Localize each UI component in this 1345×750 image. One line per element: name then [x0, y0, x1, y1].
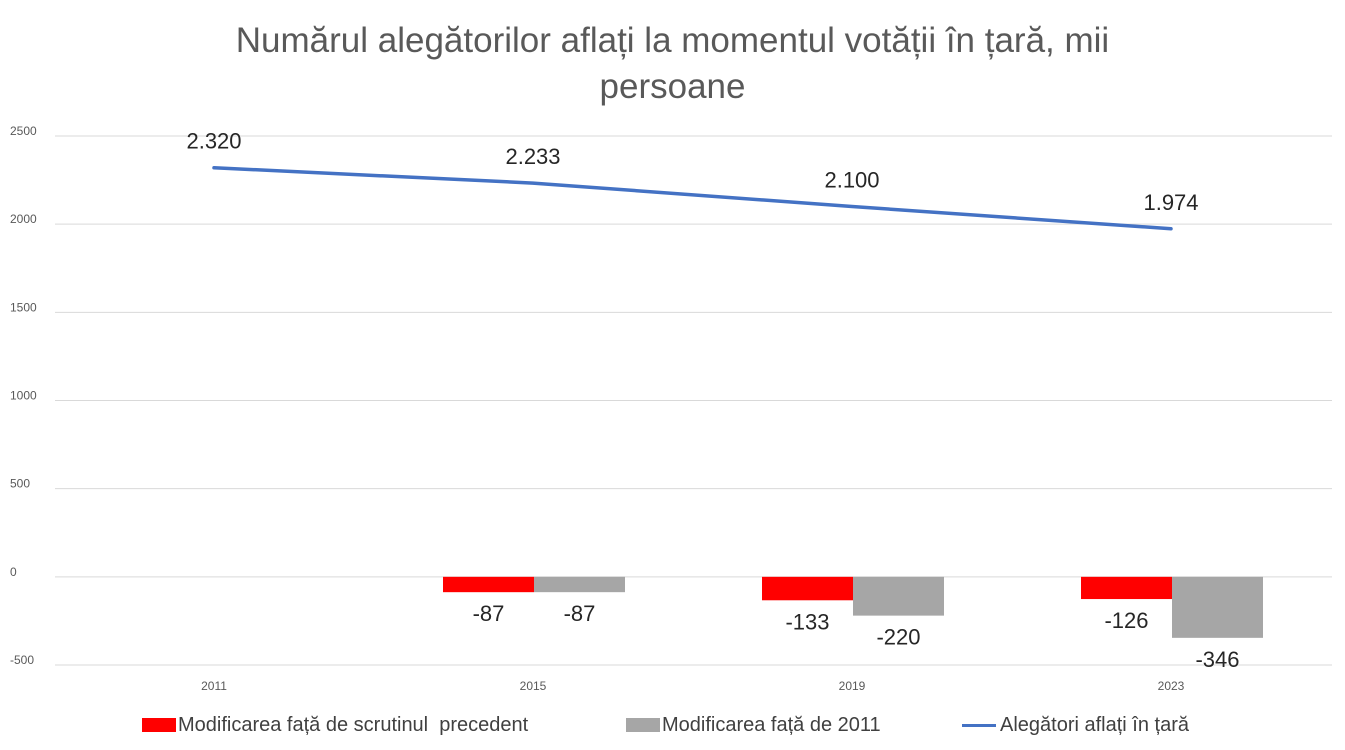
data-label: 2.233 — [505, 144, 560, 169]
legend-item-change-2011: Modificarea față de 2011 — [626, 710, 881, 740]
y-tick-label: 500 — [10, 477, 30, 491]
x-axis-tick-labels: 2011 2015 2019 2023 — [201, 679, 1185, 693]
chart-title-line-1: Numărul alegătorilor aflați la momentul … — [235, 21, 1110, 60]
legend-label-change-2011: Modificarea față de 2011 — [662, 713, 881, 736]
line-point — [213, 167, 215, 169]
data-label: 2.320 — [186, 129, 241, 154]
legend-label-voters: Alegători aflați în țară — [1000, 713, 1189, 736]
y-tick-label: 1000 — [10, 389, 37, 403]
legend-item-change-previous: Modificarea față de scrutinul precedent — [142, 710, 528, 740]
legend-label-change-previous: Modificarea față de scrutinul precedent — [178, 713, 529, 736]
x-tick-label: 2019 — [839, 679, 866, 693]
data-label: -133 — [785, 609, 829, 634]
legend-swatch-red — [142, 718, 176, 732]
data-label: -346 — [1195, 647, 1239, 672]
chart-title: Numărul alegătorilor aflați la momentul … — [0, 18, 1345, 110]
legend-swatch-gray — [626, 718, 660, 732]
y-axis-tick-labels: 2500 2000 1500 1000 500 0 -500 — [10, 124, 37, 667]
bar — [853, 576, 944, 616]
legend: Modificarea față de scrutinul precedent … — [0, 710, 1345, 740]
y-tick-label: 1500 — [10, 300, 37, 314]
y-tick-label: -500 — [10, 653, 34, 667]
data-label: -87 — [473, 601, 505, 626]
bar — [534, 576, 625, 593]
data-label: -220 — [876, 625, 920, 650]
data-label: 1.974 — [1143, 190, 1198, 215]
bar — [1172, 576, 1263, 638]
line-point — [851, 206, 853, 208]
data-label: -126 — [1104, 608, 1148, 633]
line-point — [1170, 228, 1172, 230]
bar — [443, 576, 534, 593]
chart-title-line-2: persoane — [599, 67, 746, 106]
legend-item-voters: Alegători aflați în țară — [962, 710, 1189, 740]
x-tick-label: 2015 — [520, 679, 547, 693]
y-tick-label: 2500 — [10, 124, 37, 138]
chart-plot-area: 2500 2000 1500 1000 500 0 -500 2011 2015 2019 202… — [10, 124, 1332, 693]
x-tick-label: 2011 — [201, 679, 227, 693]
bar — [762, 576, 853, 601]
data-labels: -87 -133 -126 -87 -220 -346 2.320 2.233 2.100 1.9… — [186, 129, 1239, 672]
line-point — [532, 182, 534, 184]
x-tick-label: 2023 — [1158, 679, 1185, 693]
series-line-voters — [212, 165, 1173, 231]
data-label: 2.100 — [824, 168, 879, 193]
data-label: -87 — [564, 601, 596, 626]
y-tick-label: 0 — [10, 565, 17, 579]
y-tick-label: 2000 — [10, 212, 37, 226]
legend-swatch-blue-line — [962, 723, 996, 727]
bar-series — [443, 576, 1263, 638]
line-series — [212, 165, 1173, 231]
bar — [1081, 576, 1172, 600]
